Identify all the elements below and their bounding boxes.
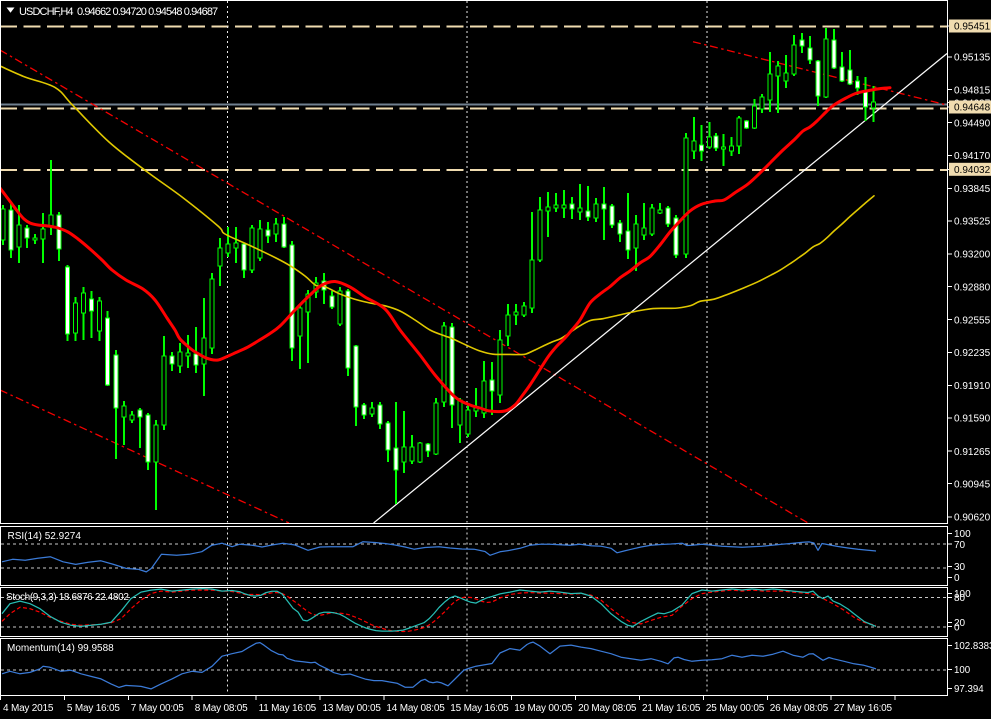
- svg-text:100: 100: [954, 589, 971, 600]
- svg-text:13 May 00:05: 13 May 00:05: [323, 703, 382, 714]
- svg-text:0.92235: 0.92235: [954, 348, 991, 359]
- svg-text:20 May 08:05: 20 May 08:05: [578, 703, 637, 714]
- svg-text:0.94032: 0.94032: [954, 165, 991, 176]
- svg-text:100: 100: [954, 529, 971, 540]
- svg-text:5 May 16:05: 5 May 16:05: [67, 703, 120, 714]
- svg-text:20: 20: [954, 618, 966, 629]
- svg-text:80: 80: [954, 593, 966, 604]
- svg-text:27 May 16:05: 27 May 16:05: [834, 703, 893, 714]
- svg-text:11 May 16:05: 11 May 16:05: [259, 703, 317, 714]
- svg-text:15 May 16:05: 15 May 16:05: [450, 703, 509, 714]
- svg-text:0.91910: 0.91910: [954, 381, 991, 392]
- svg-text:0.92555: 0.92555: [954, 315, 991, 326]
- svg-text:0.95451: 0.95451: [954, 22, 991, 33]
- svg-text:USDCHF,H4 0.94662 0.94720 0.9: USDCHF,H4 0.94662 0.94720 0.94548 0.9468…: [19, 6, 218, 18]
- svg-text:25 May 00:05: 25 May 00:05: [706, 703, 765, 714]
- svg-text:0.93200: 0.93200: [954, 250, 991, 261]
- svg-text:RSI(14) 52.9274: RSI(14) 52.9274: [8, 531, 82, 542]
- svg-text:97.394: 97.394: [954, 684, 984, 695]
- svg-text:0.90945: 0.90945: [954, 479, 991, 490]
- svg-text:26 May 08:05: 26 May 08:05: [770, 703, 829, 714]
- svg-text:0.95135: 0.95135: [954, 53, 991, 64]
- svg-text:0: 0: [954, 573, 960, 584]
- svg-text:0.91590: 0.91590: [954, 414, 991, 425]
- svg-text:0.91265: 0.91265: [954, 447, 991, 458]
- svg-text:100: 100: [954, 665, 971, 676]
- svg-text:0.94490: 0.94490: [954, 118, 991, 129]
- svg-text:0.94170: 0.94170: [954, 151, 991, 162]
- svg-text:70: 70: [954, 540, 966, 551]
- svg-text:14 May 08:05: 14 May 08:05: [386, 703, 445, 714]
- svg-text:0.93525: 0.93525: [954, 217, 991, 228]
- svg-text:0.92880: 0.92880: [954, 282, 991, 293]
- svg-text:0.90620: 0.90620: [954, 513, 991, 524]
- svg-text:Stoch(9,3,3) 18.6876 22.4802: Stoch(9,3,3) 18.6876 22.4802: [6, 592, 129, 603]
- svg-text:21 May 16:05: 21 May 16:05: [642, 703, 701, 714]
- svg-text:7 May 00:05: 7 May 00:05: [131, 703, 184, 714]
- svg-text:0.93845: 0.93845: [954, 184, 991, 195]
- svg-text:4 May 2015: 4 May 2015: [3, 703, 54, 714]
- svg-text:0.94815: 0.94815: [954, 85, 991, 96]
- svg-text:30: 30: [954, 562, 966, 573]
- svg-text:102.8383: 102.8383: [954, 641, 991, 652]
- svg-text:0: 0: [954, 622, 960, 633]
- svg-text:0.94648: 0.94648: [954, 103, 991, 114]
- svg-text:8 May 08:05: 8 May 08:05: [195, 703, 248, 714]
- svg-text:19 May 00:05: 19 May 00:05: [514, 703, 573, 714]
- svg-text:Momentum(14) 99.9588: Momentum(14) 99.9588: [7, 643, 114, 654]
